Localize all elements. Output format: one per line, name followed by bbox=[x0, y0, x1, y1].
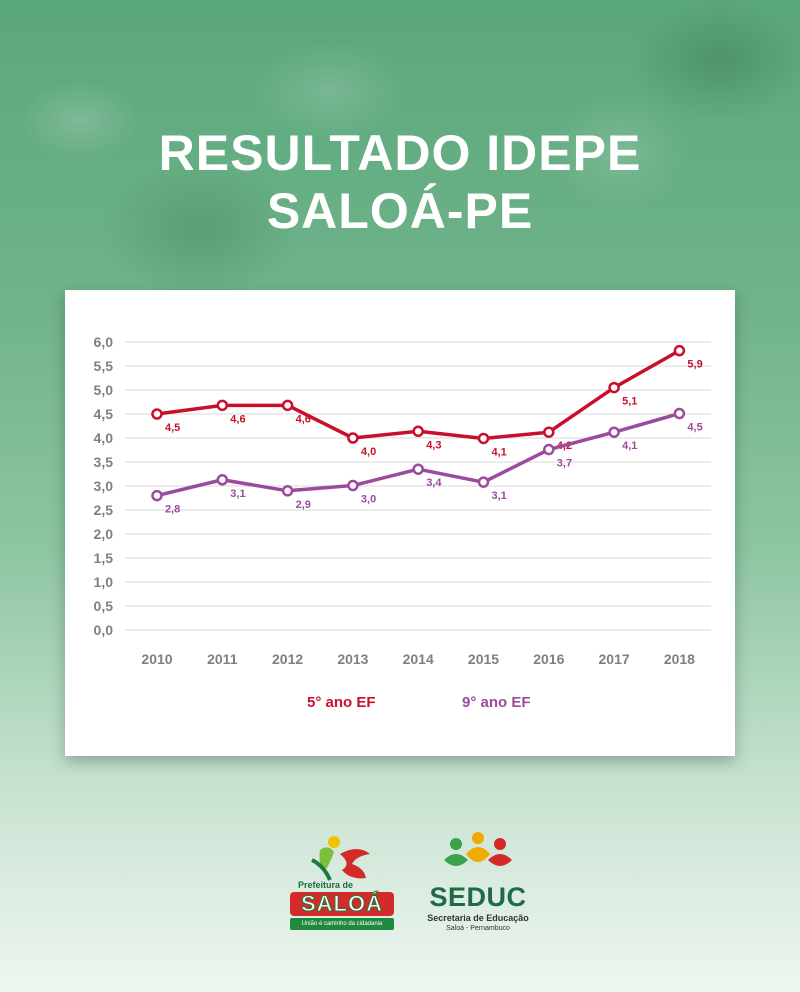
y-tick-label: 3,5 bbox=[94, 454, 114, 470]
data-point bbox=[151, 408, 163, 420]
data-label: 4,6 bbox=[230, 413, 245, 425]
logos-footer: Prefeitura de SALOÁ União é caminho da c… bbox=[0, 820, 800, 960]
grid-lines bbox=[125, 341, 711, 631]
data-label: 3,0 bbox=[361, 494, 376, 506]
seduc-name: SEDUC bbox=[429, 882, 527, 912]
y-tick-label: 4,0 bbox=[94, 430, 114, 446]
data-label: 3,1 bbox=[492, 490, 507, 502]
y-tick-label: 3,0 bbox=[94, 478, 114, 494]
data-label: 4,5 bbox=[165, 422, 180, 434]
data-point bbox=[608, 381, 620, 394]
y-tick-label: 0,0 bbox=[94, 622, 114, 638]
data-label: 4,6 bbox=[296, 413, 311, 425]
data-label: 4,1 bbox=[622, 440, 637, 452]
y-tick-label: 2,0 bbox=[94, 526, 114, 542]
seduc-location: Saloá - Pernambuco bbox=[446, 925, 510, 932]
data-point bbox=[673, 407, 686, 420]
y-tick-label: 1,0 bbox=[94, 574, 114, 590]
data-label: 2,9 bbox=[296, 499, 311, 511]
data-label: 5,1 bbox=[622, 396, 637, 408]
data-label: 4,3 bbox=[426, 439, 441, 451]
data-label: 3,7 bbox=[557, 458, 572, 470]
y-tick-label: 4,5 bbox=[94, 406, 114, 422]
data-label: 5,9 bbox=[687, 359, 702, 371]
chart-card: 0,0 0,5 1,0 1,5 2,0 2,5 3,0 3,5 4,0 4,5 5,0 5,5 6,0 … bbox=[65, 290, 735, 756]
x-tick-label: 2013 bbox=[337, 651, 368, 667]
series-group: 4,54,6 4,64,04,34,14,25,15,92,83,12,9 3,03… bbox=[151, 344, 703, 516]
data-label: 4,5 bbox=[687, 422, 702, 434]
data-point bbox=[151, 489, 163, 502]
data-label: 2,8 bbox=[165, 504, 180, 516]
data-point bbox=[281, 485, 294, 497]
data-point bbox=[412, 463, 424, 475]
data-label: 4,0 bbox=[361, 446, 376, 458]
title-line-2: SALOÁ-PE bbox=[266, 183, 534, 239]
legend-9-ano: 9° ano EF bbox=[462, 694, 531, 711]
seduc-subtitle: Secretaria de Educação bbox=[427, 913, 529, 923]
data-point bbox=[673, 344, 686, 357]
data-label: 3,1 bbox=[230, 488, 245, 500]
seduc-logo: SEDUC Secretaria de Educação Saloá - Per… bbox=[418, 830, 538, 940]
saloa-name: SALOÁ bbox=[290, 891, 394, 916]
y-tick-label: 5,5 bbox=[94, 358, 114, 374]
y-tick-label: 1,5 bbox=[94, 550, 114, 566]
data-label: 4,1 bbox=[492, 446, 507, 458]
y-axis-ticks: 0,0 0,5 1,0 1,5 2,0 2,5 3,0 3,5 4,0 4,5 5,0 5,5 6,0 bbox=[94, 334, 114, 638]
x-tick-label: 2016 bbox=[533, 651, 564, 667]
x-tick-label: 2010 bbox=[141, 651, 172, 667]
x-tick-label: 2014 bbox=[403, 651, 434, 667]
data-point bbox=[347, 479, 359, 492]
y-tick-label: 2,5 bbox=[94, 502, 114, 518]
data-point bbox=[412, 425, 424, 438]
data-point bbox=[347, 432, 359, 444]
x-tick-label: 2017 bbox=[599, 651, 630, 667]
data-label: 3,4 bbox=[426, 477, 442, 489]
saloa-emblem-icon bbox=[311, 836, 370, 881]
saloa-prefix: Prefeitura de bbox=[298, 880, 354, 890]
x-tick-label: 2012 bbox=[272, 651, 303, 667]
background-photo bbox=[0, 0, 800, 300]
line-chart: 0,00,51,01,52,02,53,03,54,04,55,05,56,0 … bbox=[94, 334, 711, 667]
seduc-emblem-icon bbox=[444, 832, 512, 866]
legend-5-ano: 5° ano EF bbox=[307, 694, 376, 711]
saloa-slogan: União é caminho da cidadania bbox=[290, 918, 394, 930]
title-line-1: RESULTADO IDEPE bbox=[158, 125, 642, 181]
data-point bbox=[477, 476, 490, 488]
x-tick-label: 2015 bbox=[468, 651, 499, 667]
data-point bbox=[216, 474, 229, 486]
y-tick-label: 5,0 bbox=[94, 382, 114, 398]
data-point bbox=[543, 443, 555, 456]
data-point bbox=[216, 399, 229, 412]
y-tick-label: 6,0 bbox=[94, 334, 114, 350]
x-tick-label: 2011 bbox=[207, 651, 238, 667]
y-tick-label: 0,5 bbox=[94, 598, 114, 614]
data-point bbox=[608, 426, 620, 438]
x-tick-label: 2018 bbox=[664, 651, 695, 667]
saloa-logo: Prefeitura de SALOÁ União é caminho da c… bbox=[290, 830, 400, 940]
x-axis-ticks: 2010 2011 2012 2013 2014 2015 2016 2017 2018 bbox=[141, 651, 695, 667]
data-point bbox=[543, 426, 555, 438]
data-point bbox=[281, 399, 294, 412]
data-point bbox=[477, 432, 490, 445]
